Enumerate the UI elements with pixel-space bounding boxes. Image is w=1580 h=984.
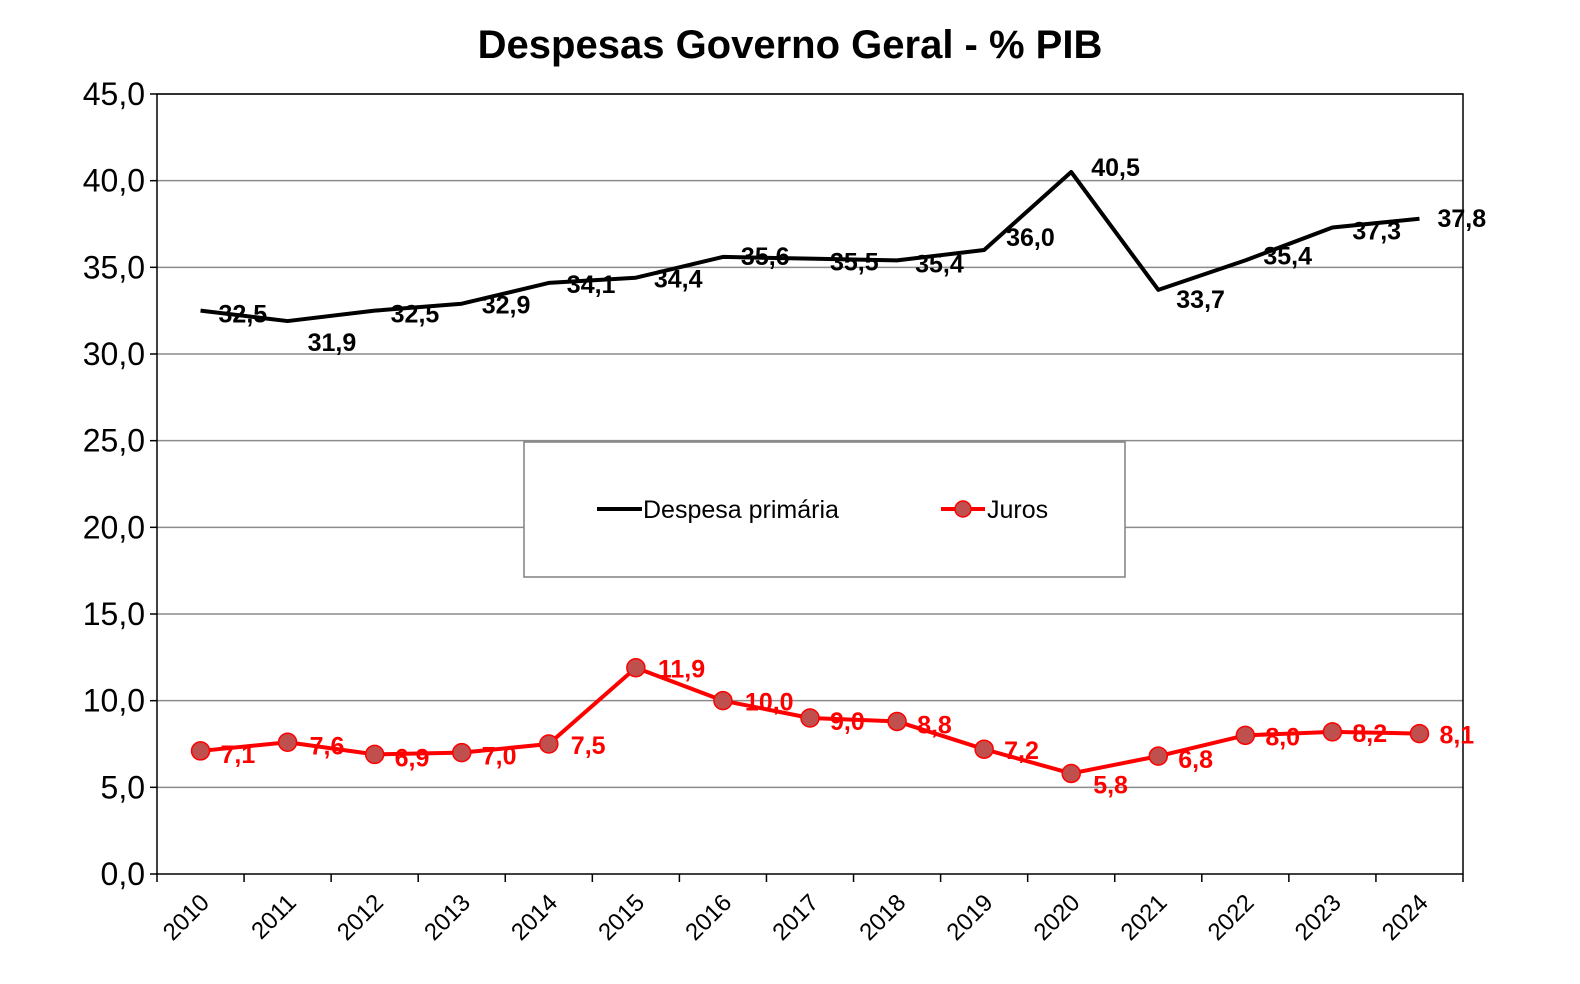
data-point-juros — [1235, 725, 1256, 746]
plot-border — [156, 93, 1464, 875]
data-label-juros: 8,8 — [917, 711, 952, 739]
legend: Despesa primária Juros — [523, 441, 1126, 578]
series-line-despesa-prim-ria — [200, 170, 1420, 324]
y-tick-label: 25,0 — [83, 423, 145, 459]
data-label-juros: 10,0 — [745, 689, 794, 717]
data-point-juros — [539, 734, 559, 754]
chart-title: Despesas Governo Geral - % PIB — [478, 23, 1103, 67]
data-label-juros: 7,1 — [221, 741, 256, 769]
legend-marker-juros — [954, 500, 972, 518]
data-label-juros: 6,9 — [395, 744, 430, 772]
data-point-juros — [1148, 746, 1169, 766]
data-point-juros — [800, 708, 820, 728]
data-label-despesa-prim-ria: 40,5 — [1091, 154, 1140, 182]
data-label-despesa-prim-ria: 35,5 — [830, 249, 879, 277]
data-label-despesa-prim-ria: 32,9 — [482, 292, 531, 320]
data-labels: 32,5 31,9 32,5 32,9 34,1 34,4 35,6 35,5 35,4 36,0… — [219, 154, 1487, 799]
x-tick-label: 2021 — [1116, 889, 1173, 946]
series-lines — [190, 170, 1430, 784]
data-label-juros: 7,2 — [1004, 737, 1039, 765]
data-point-juros — [364, 744, 385, 765]
data-label-juros: 11,9 — [658, 656, 705, 684]
data-label-juros: 5,8 — [1093, 771, 1128, 799]
y-tick-label: 30,0 — [83, 336, 145, 372]
y-tick-label: 40,0 — [83, 163, 145, 199]
legend-label-juros: Juros — [987, 496, 1048, 524]
data-label-despesa-prim-ria: 35,4 — [915, 250, 964, 278]
x-tick-label: 2010 — [158, 889, 215, 946]
x-tick-label: 2017 — [767, 889, 824, 946]
data-label-juros: 8,0 — [1265, 723, 1300, 751]
data-label-juros: 8,1 — [1439, 722, 1474, 750]
data-label-despesa-prim-ria: 37,8 — [1437, 205, 1486, 233]
data-label-despesa-prim-ria: 37,3 — [1352, 217, 1401, 245]
data-point-juros — [887, 711, 907, 732]
data-label-despesa-prim-ria: 35,6 — [741, 243, 790, 271]
data-point-juros — [1409, 723, 1430, 744]
data-point-juros — [277, 732, 298, 753]
data-label-despesa-prim-ria: 32,5 — [391, 301, 440, 329]
y-tick-label: 10,0 — [83, 683, 145, 719]
x-tick-label: 2016 — [680, 889, 737, 946]
y-tick-label: 35,0 — [83, 249, 145, 285]
data-label-juros: 7,6 — [310, 732, 345, 760]
data-label-despesa-prim-ria: 33,7 — [1176, 286, 1225, 314]
x-tick-label: 2013 — [419, 889, 476, 946]
x-tick-label: 2023 — [1290, 889, 1347, 946]
x-tick-label: 2019 — [942, 889, 999, 946]
data-point-juros — [974, 739, 994, 759]
y-tick-label: 5,0 — [101, 769, 145, 805]
x-tick-label: 2012 — [332, 889, 389, 946]
data-label-juros: 8,2 — [1352, 720, 1387, 748]
y-tick-label: 45,0 — [83, 76, 145, 112]
x-tick-label: 2014 — [506, 889, 563, 946]
data-point-juros — [1322, 722, 1343, 742]
x-tick-label: 2015 — [593, 889, 650, 946]
data-point-juros — [1061, 763, 1081, 784]
data-label-despesa-prim-ria: 36,0 — [1006, 224, 1055, 252]
data-label-despesa-prim-ria: 35,4 — [1263, 242, 1312, 270]
x-tick-label: 2020 — [1029, 889, 1086, 946]
data-label-despesa-prim-ria: 34,1 — [567, 271, 616, 299]
x-tick-label: 2011 — [246, 889, 302, 945]
data-label-despesa-prim-ria: 31,9 — [308, 329, 357, 357]
x-tick-label: 2018 — [854, 889, 911, 946]
x-tick-label: 2024 — [1377, 889, 1434, 946]
legend-label-despesa-primaria: Despesa primária — [643, 496, 839, 524]
data-label-despesa-prim-ria: 32,5 — [219, 301, 268, 329]
y-tick-label: 15,0 — [83, 596, 145, 632]
data-label-juros: 7,0 — [482, 743, 517, 771]
data-point-juros — [190, 741, 211, 761]
data-point-juros — [451, 742, 472, 763]
data-label-juros: 6,8 — [1178, 746, 1213, 774]
data-label-juros: 9,0 — [830, 708, 865, 736]
data-point-juros — [626, 657, 646, 678]
y-tick-label: 0,0 — [101, 856, 145, 892]
y-tick-label: 20,0 — [83, 509, 145, 545]
data-label-juros: 7,5 — [571, 732, 606, 760]
data-point-juros — [713, 690, 733, 711]
data-label-despesa-prim-ria: 34,4 — [654, 266, 703, 294]
x-tick-label: 2022 — [1203, 889, 1260, 946]
